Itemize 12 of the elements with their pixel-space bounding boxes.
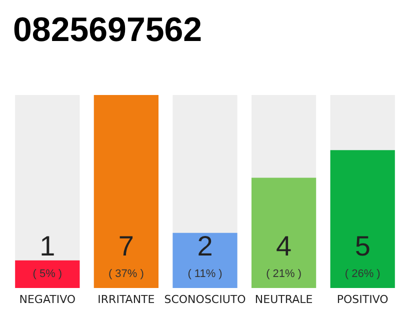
- x-tick-label: POSITIVO: [336, 293, 389, 306]
- x-tick-label: IRRITANTE: [98, 293, 155, 306]
- x-tick-label: SCONOSCIUTO: [164, 293, 246, 306]
- x-tick-label: NEUTRALE: [254, 293, 313, 306]
- data-label: 4 ( 21% ): [266, 230, 302, 280]
- data-label: 5 ( 26% ): [344, 230, 380, 280]
- data-label: 2 ( 11% ): [188, 230, 222, 280]
- x-tick-label: NEGATIVO: [19, 293, 76, 306]
- chart-title: 0825697562: [13, 11, 202, 49]
- data-label: 7 ( 37% ): [108, 230, 144, 280]
- data-label: 1 ( 5% ): [32, 230, 62, 280]
- bar: [15, 260, 80, 288]
